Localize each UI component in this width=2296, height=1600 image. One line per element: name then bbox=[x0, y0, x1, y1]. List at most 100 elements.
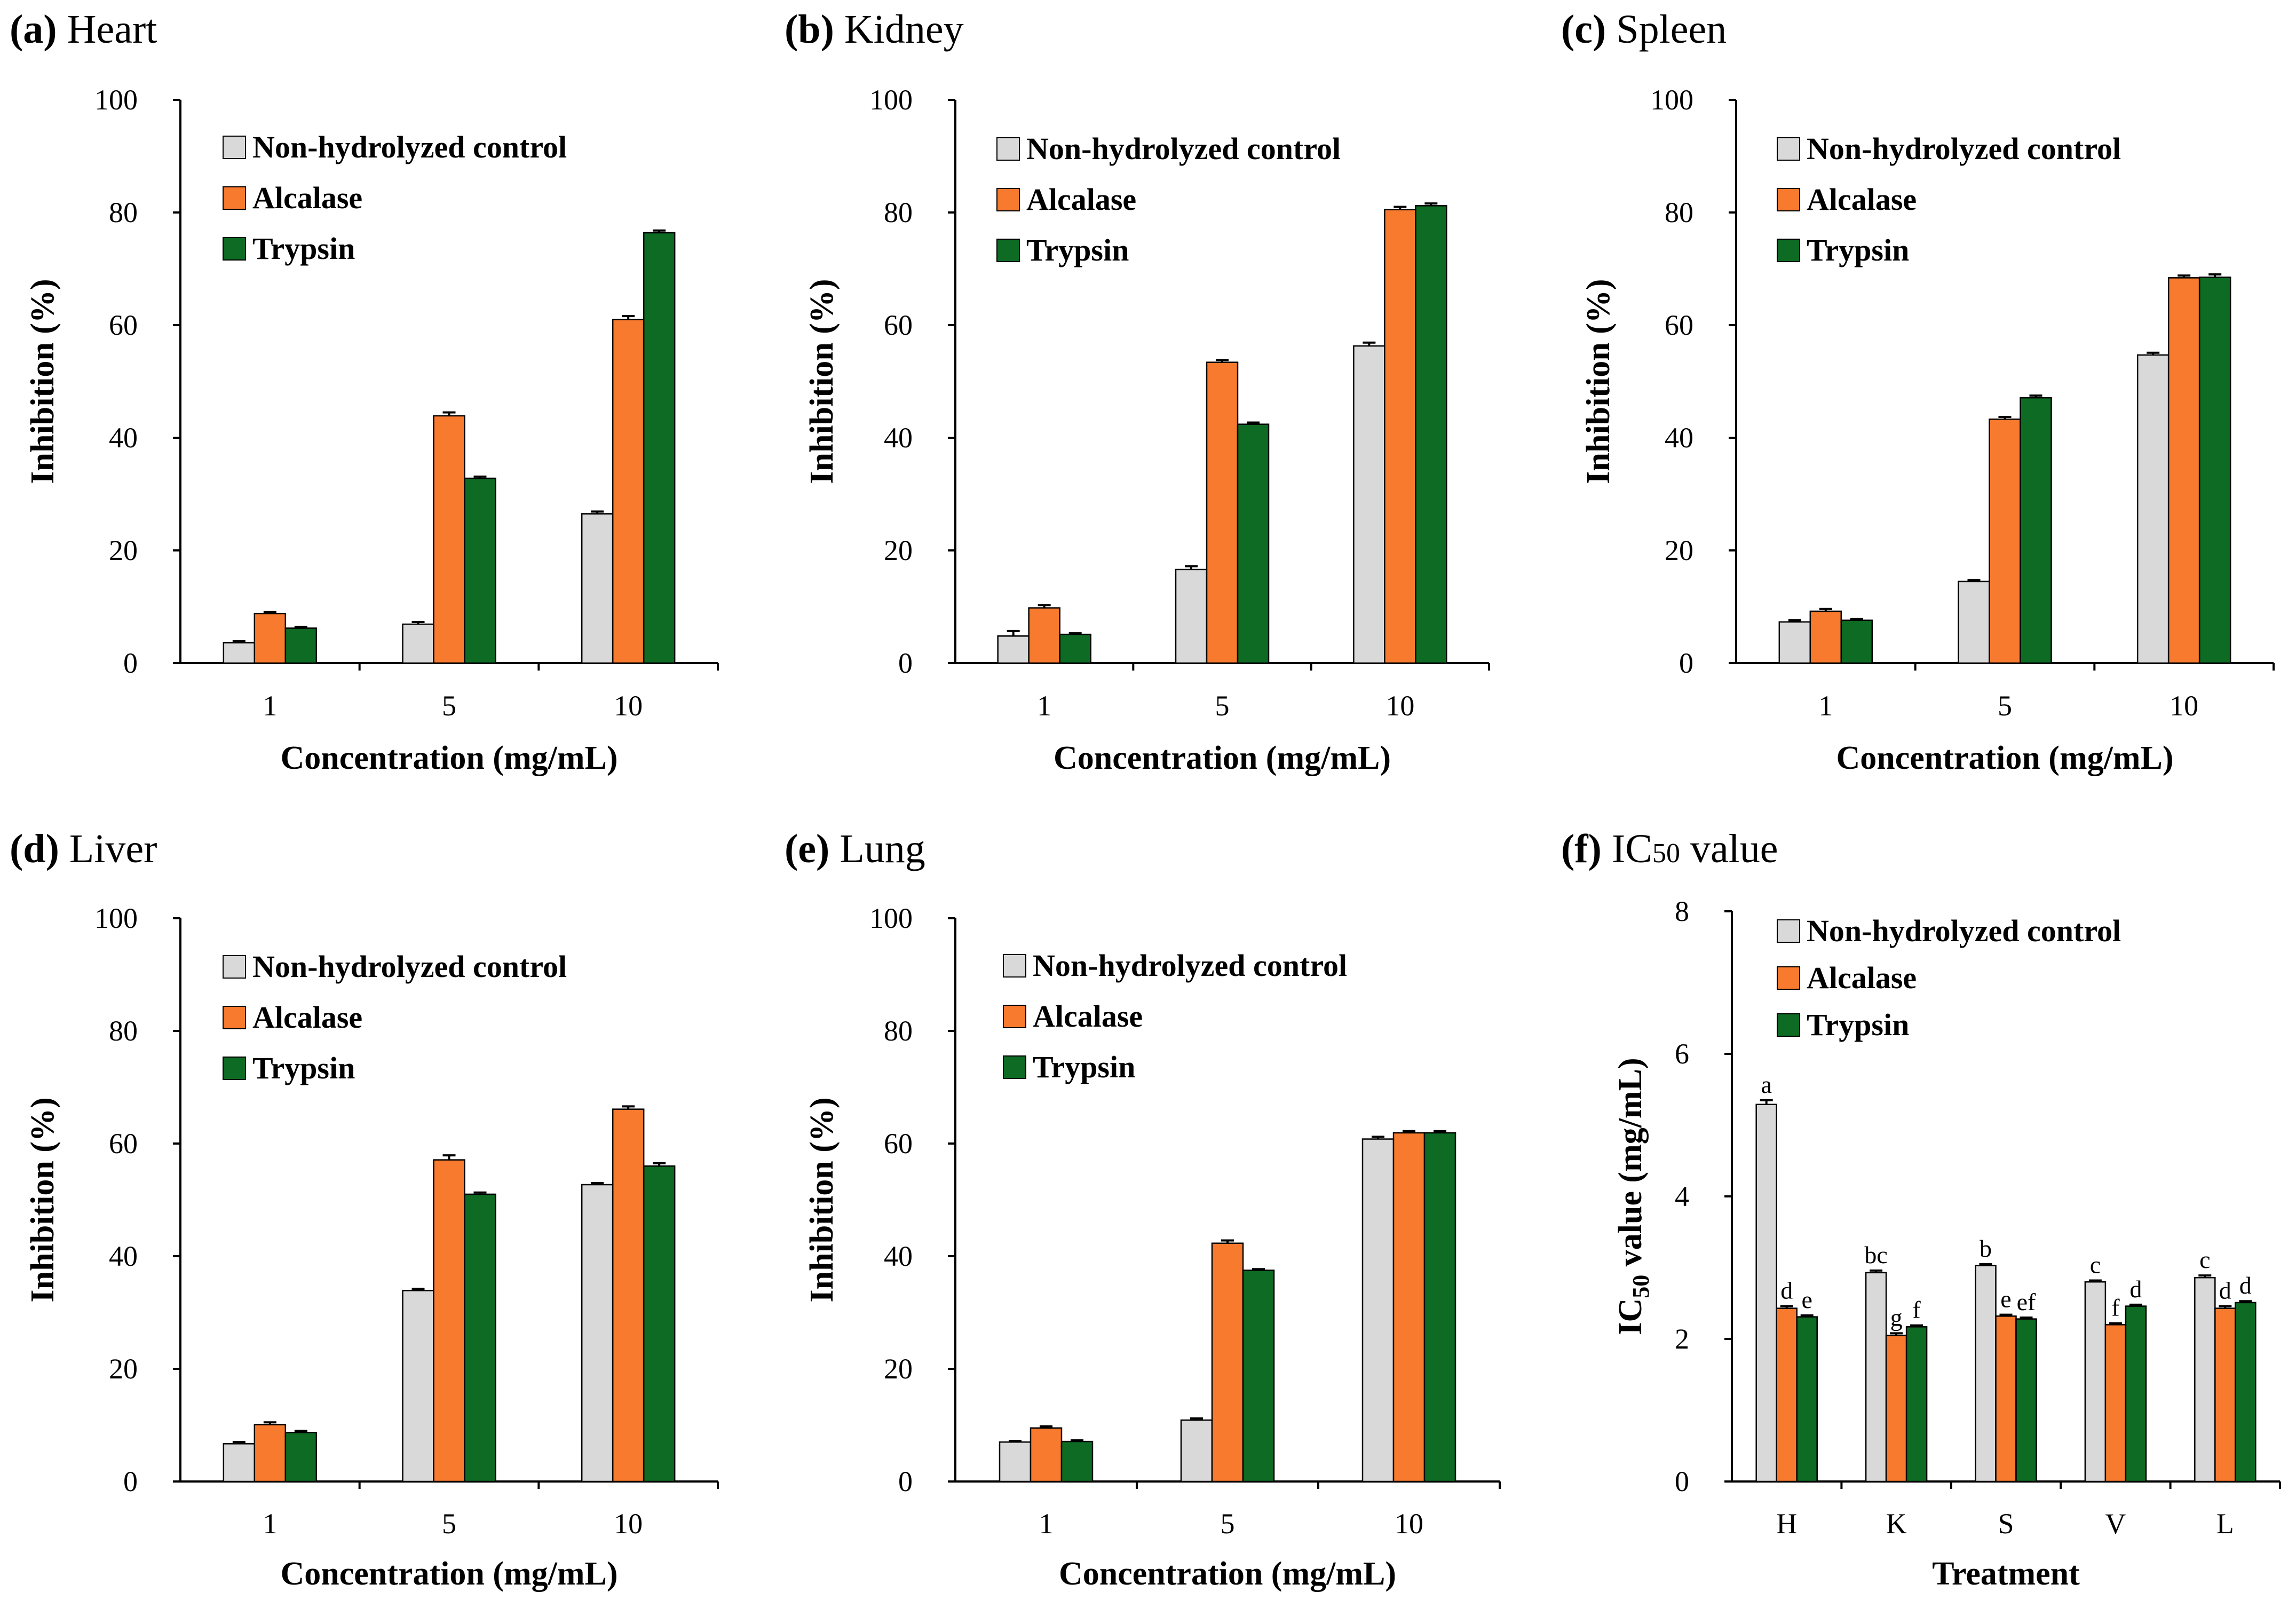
y-tick-label: 2 bbox=[1675, 1323, 1689, 1355]
x-tick-label: L bbox=[2216, 1508, 2234, 1540]
panel-title: (b) Kidney bbox=[785, 7, 964, 52]
bar-alcalase-5 bbox=[433, 1159, 465, 1483]
x-axis-title: Concentration (mg/mL) bbox=[1836, 740, 2174, 776]
bar-non-hydrolyzed-control-S bbox=[1975, 1265, 1997, 1483]
significance-label: d bbox=[2219, 1277, 2231, 1304]
bar-alcalase-V bbox=[2104, 1324, 2127, 1483]
legend: Non-hydrolyzed control Alcalase Trypsin bbox=[223, 949, 567, 1085]
y-tick-label: 0 bbox=[123, 647, 138, 679]
bar-non-hydrolyzed-control-5 bbox=[402, 1290, 434, 1483]
panel-letter: (e) bbox=[785, 826, 829, 871]
y-tick-label: 8 bbox=[1675, 895, 1689, 927]
y-tick-label: 100 bbox=[94, 84, 138, 116]
bar-non-hydrolyzed-control-V bbox=[2084, 1281, 2107, 1483]
y-tick-label: 0 bbox=[1675, 1465, 1689, 1497]
legend-swatch-alcalase bbox=[996, 188, 1020, 211]
legend-label: Alcalase bbox=[1807, 182, 1917, 217]
y-tick-label: 0 bbox=[1679, 647, 1693, 679]
bar-non-hydrolyzed-control-10 bbox=[1353, 345, 1385, 664]
legend-swatch-non-hydrolyzed-control bbox=[223, 136, 246, 159]
significance-label: g bbox=[1890, 1304, 1903, 1331]
legend-label: Alcalase bbox=[1807, 960, 1917, 995]
y-tick-label: 40 bbox=[884, 1240, 913, 1272]
y-axis-title-prefix: IC bbox=[1612, 1298, 1649, 1335]
x-tick-label: 1 bbox=[1818, 690, 1833, 722]
y-tick-label: 40 bbox=[1665, 422, 1693, 454]
bar-trypsin-1 bbox=[1060, 1440, 1094, 1483]
legend-swatch-trypsin bbox=[996, 239, 1020, 262]
panel-letter: (b) bbox=[785, 7, 834, 52]
panel-title: (a) Heart bbox=[10, 7, 157, 52]
legend: Non-hydrolyzed control Alcalase Trypsin bbox=[996, 131, 1341, 267]
legend: Non-hydrolyzed control Alcalase Trypsin bbox=[1003, 948, 1347, 1084]
y-tick-label: 40 bbox=[884, 422, 913, 454]
bar-alcalase-10 bbox=[1392, 1132, 1426, 1483]
y-axis-title-text: Inhibition (%) bbox=[25, 1097, 61, 1302]
panel-title-text: Lung bbox=[840, 826, 925, 871]
legend-label: Trypsin bbox=[1807, 233, 1909, 267]
panel-letter: (d) bbox=[10, 826, 59, 871]
bar-trypsin-1 bbox=[1840, 619, 1873, 664]
legend-swatch-alcalase bbox=[1777, 188, 1800, 211]
panel-title: (c) Spleen bbox=[1561, 7, 1727, 52]
legend: Non-hydrolyzed control Alcalase Trypsin bbox=[1777, 131, 2121, 267]
bar-alcalase-1 bbox=[1028, 607, 1060, 664]
panel-title: (f) IC50 value bbox=[1561, 826, 1778, 871]
bar-non-hydrolyzed-control-10 bbox=[581, 1184, 614, 1483]
bar-alcalase-5 bbox=[1989, 418, 2021, 664]
panel-a: (a) Heart 0 20 40 60 80 100 1 5 10 Inhibition (%) C… bbox=[10, 7, 719, 776]
bar-trypsin-H bbox=[1796, 1316, 1818, 1483]
y-tick-label: 60 bbox=[884, 1128, 913, 1160]
legend-label: Non-hydrolyzed control bbox=[252, 130, 567, 164]
y-axis-title-text: Inhibition (%) bbox=[25, 279, 61, 484]
y-axis-title-text: Inhibition (%) bbox=[1580, 279, 1617, 484]
bar-alcalase-H bbox=[1776, 1307, 1798, 1483]
panel-title-text: Spleen bbox=[1616, 7, 1727, 52]
title-space bbox=[834, 7, 844, 52]
y-tick-label: 0 bbox=[123, 1465, 138, 1497]
y-tick-label: 80 bbox=[884, 196, 913, 228]
x-axis-title: Treatment bbox=[1932, 1556, 2080, 1592]
bar-alcalase-10 bbox=[2167, 277, 2200, 664]
y-tick-label: 0 bbox=[898, 647, 913, 679]
title-space bbox=[59, 826, 69, 871]
legend-swatch-alcalase bbox=[1003, 1005, 1026, 1028]
x-tick-label: 5 bbox=[1221, 1508, 1235, 1540]
significance-label: f bbox=[1912, 1296, 1921, 1323]
y-axis-title-text: Inhibition (%) bbox=[804, 279, 840, 484]
bar-alcalase-1 bbox=[1809, 610, 1842, 664]
legend-swatch-trypsin bbox=[223, 1057, 246, 1080]
bar-alcalase-5 bbox=[1206, 361, 1239, 664]
bar-trypsin-1 bbox=[284, 627, 318, 664]
bar-alcalase-1 bbox=[1030, 1427, 1063, 1483]
panel-b: (b) Kidney 0 20 40 60 80 100 1 5 10 Inhibition (%)… bbox=[785, 7, 1490, 776]
legend-swatch-non-hydrolyzed-control bbox=[223, 955, 246, 979]
significance-label: d bbox=[2129, 1275, 2142, 1303]
y-axis-title-subscript: 50 bbox=[1628, 1275, 1654, 1298]
y-tick-label: 100 bbox=[869, 84, 913, 116]
panel-c: (c) Spleen 0 20 40 60 80 100 1 5 10 Inhibition (%)… bbox=[1561, 7, 2275, 776]
bar-trypsin-5 bbox=[464, 1193, 496, 1483]
bar-trypsin-10 bbox=[643, 232, 676, 664]
legend-swatch-non-hydrolyzed-control bbox=[996, 137, 1020, 161]
y-tick-label: 60 bbox=[109, 1128, 138, 1160]
bar-trypsin-5 bbox=[2020, 397, 2052, 664]
bar-non-hydrolyzed-control-H bbox=[1755, 1104, 1777, 1483]
x-tick-label: 5 bbox=[442, 1508, 456, 1540]
x-tick-label: 1 bbox=[1037, 690, 1051, 722]
significance-label: c bbox=[2090, 1251, 2101, 1279]
legend-label: Alcalase bbox=[252, 1000, 362, 1035]
x-axis-title: Concentration (mg/mL) bbox=[1059, 1556, 1396, 1592]
y-axis-title: Inhibition (%) bbox=[25, 1097, 61, 1302]
y-axis-title-suffix: value (mg/mL) bbox=[1612, 1058, 1649, 1274]
bar-non-hydrolyzed-control-10 bbox=[581, 513, 614, 664]
x-tick-label: 5 bbox=[1215, 690, 1230, 722]
panel-title-prefix: IC bbox=[1612, 826, 1652, 871]
legend-label: Alcalase bbox=[1026, 182, 1136, 217]
bar-trypsin-K bbox=[1905, 1326, 1928, 1483]
legend-swatch-alcalase bbox=[223, 186, 246, 210]
x-tick-label: 5 bbox=[442, 690, 456, 722]
legend-label: Non-hydrolyzed control bbox=[1807, 131, 2121, 166]
